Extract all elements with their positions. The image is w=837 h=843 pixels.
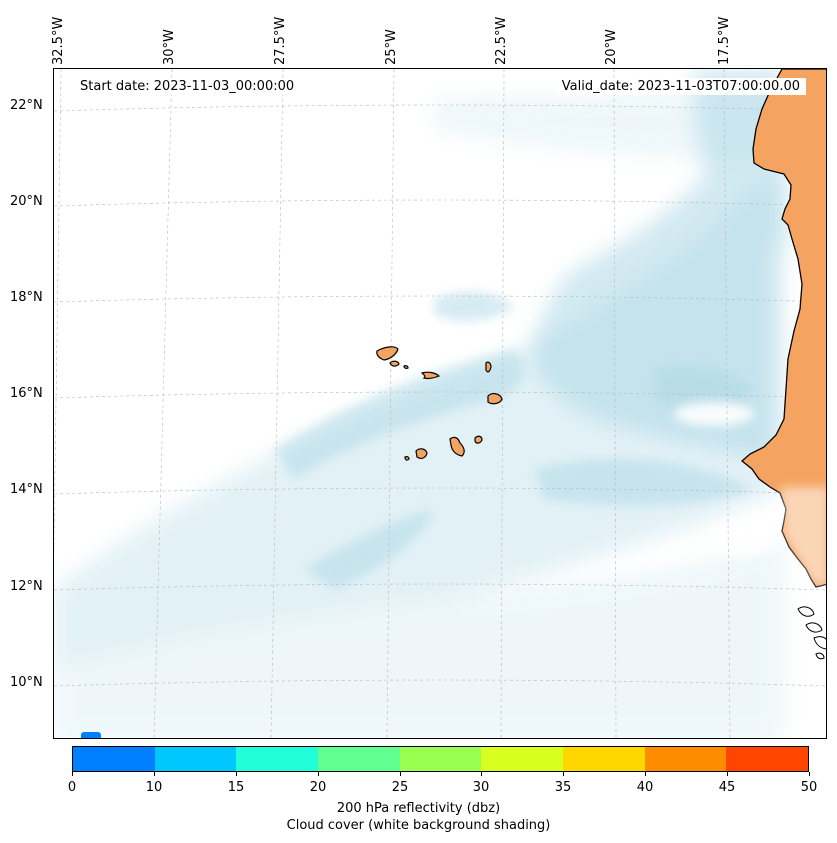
colorbar-tickmark bbox=[72, 772, 73, 776]
colorbar-tick-label: 15 bbox=[227, 780, 245, 795]
longitude-label: 17.5°W bbox=[717, 16, 732, 65]
colorbar-segment bbox=[236, 747, 319, 771]
reflectivity-blob bbox=[81, 732, 101, 738]
africa-coastline bbox=[740, 69, 826, 660]
colorbar bbox=[72, 746, 809, 772]
colorbar-label: 200 hPa reflectivity (dbz) bbox=[336, 801, 501, 816]
island-fogo bbox=[415, 448, 428, 459]
colorbar-tick-label: 20 bbox=[309, 780, 327, 795]
map-canvas bbox=[54, 69, 826, 738]
island-santo-antao bbox=[376, 346, 399, 361]
longitude-label: 20°W bbox=[604, 29, 619, 65]
colorbar-segment bbox=[481, 747, 564, 771]
longitude-label: 32.5°W bbox=[51, 16, 66, 65]
map-panel: Start date: 2023-11-03_00:00:00 Valid_da… bbox=[53, 68, 827, 739]
colorbar-tickmark bbox=[727, 772, 728, 776]
colorbar-tick-label: 30 bbox=[472, 780, 490, 795]
colorbar-segment bbox=[73, 747, 155, 771]
colorbar-tickmark bbox=[645, 772, 646, 776]
colorbar-tick-label: 0 bbox=[67, 780, 77, 795]
longitude-label: 27.5°W bbox=[273, 16, 288, 65]
colorbar-sublabel: Cloud cover (white background shading) bbox=[286, 818, 551, 833]
latitude-label: 12°N bbox=[10, 579, 43, 594]
graticule bbox=[54, 69, 826, 738]
longitude-label: 30°W bbox=[162, 29, 177, 65]
colorbar-segment bbox=[644, 747, 727, 771]
colorbar-segment bbox=[726, 747, 809, 771]
island-brava bbox=[404, 456, 410, 461]
valid-date-label: Valid_date: 2023-11-03T07:00:00.00 bbox=[555, 78, 806, 95]
island-sal bbox=[485, 361, 492, 373]
colorbar-tickmark bbox=[318, 772, 319, 776]
colorbar-tick-label: 50 bbox=[800, 780, 818, 795]
island-boa-vista bbox=[487, 393, 503, 405]
colorbar-tickmark bbox=[809, 772, 810, 776]
colorbar-tick-label: 25 bbox=[391, 780, 409, 795]
colorbar-tick-label: 10 bbox=[145, 780, 163, 795]
island-sao-vicente bbox=[389, 360, 400, 367]
colorbar-segment bbox=[563, 747, 645, 771]
colorbar-segment bbox=[154, 747, 237, 771]
cloud-cover-shading bbox=[54, 69, 784, 738]
latitude-label: 22°N bbox=[10, 98, 43, 113]
colorbar-segment bbox=[318, 747, 400, 771]
latitude-label: 16°N bbox=[10, 386, 43, 401]
colorbar-tick-label: 45 bbox=[718, 780, 736, 795]
island-santa-luzia bbox=[403, 365, 409, 369]
longitude-label: 25°W bbox=[384, 29, 399, 65]
longitude-label: 22.5°W bbox=[494, 16, 509, 65]
latitude-label: 18°N bbox=[10, 290, 43, 305]
colorbar-tickmark bbox=[400, 772, 401, 776]
island-maio bbox=[474, 435, 483, 444]
colorbar-tick-label: 35 bbox=[554, 780, 572, 795]
latitude-label: 14°N bbox=[10, 482, 43, 497]
colorbar-segment bbox=[399, 747, 482, 771]
colorbar-tickmark bbox=[154, 772, 155, 776]
colorbar-tick-label: 40 bbox=[636, 780, 654, 795]
latitude-label: 10°N bbox=[10, 675, 43, 690]
colorbar-tickmark bbox=[563, 772, 564, 776]
colorbar-tickmark bbox=[481, 772, 482, 776]
start-date-label: Start date: 2023-11-03_00:00:00 bbox=[74, 78, 301, 95]
cape-verde-islands bbox=[376, 346, 503, 461]
island-santiago bbox=[449, 436, 465, 457]
colorbar-tickmark bbox=[236, 772, 237, 776]
island-sao-nicolau bbox=[420, 371, 441, 379]
latitude-label: 20°N bbox=[10, 194, 43, 209]
